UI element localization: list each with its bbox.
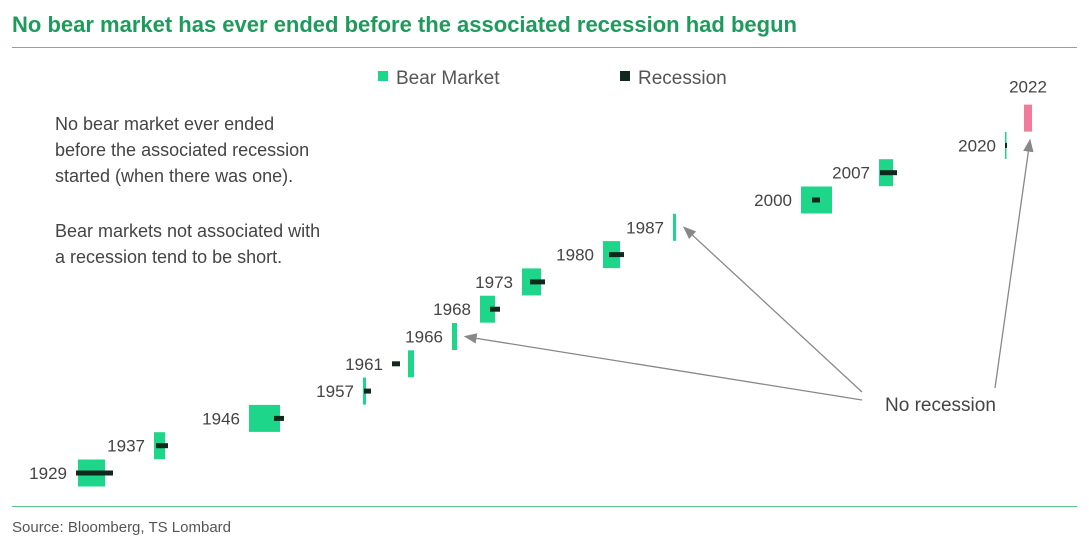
recession-bar-1980 — [609, 252, 624, 258]
episode-label: 1957 — [316, 382, 354, 401]
episode-label: 1929 — [29, 464, 67, 483]
bear-bar-1987 — [673, 213, 676, 241]
recession-bar-2020 — [1005, 142, 1007, 148]
recession-bar-1961 — [392, 361, 400, 367]
recession-bar-2000 — [812, 197, 820, 203]
episode-label: 1966 — [405, 328, 443, 347]
recession-bar-1946 — [274, 415, 284, 421]
episode-label: 2007 — [832, 164, 870, 183]
recession-bar-1929 — [76, 470, 113, 476]
note-line: Bear markets not associated with — [55, 221, 321, 241]
note-line: before the associated recession — [55, 140, 310, 160]
recession-bar-1957 — [364, 388, 371, 394]
note-line: started (when there was one). — [55, 166, 294, 186]
note-1: No bear market ever ended before the ass… — [55, 111, 309, 189]
recession-bar-2007 — [880, 170, 897, 176]
episode-label: 1968 — [433, 300, 471, 319]
episode-label: 2020 — [958, 136, 996, 155]
episode-label: 1946 — [202, 409, 240, 428]
recession-bar-1973 — [530, 279, 545, 285]
episode-label: 2000 — [754, 191, 792, 210]
note-line: No bear market ever ended — [55, 114, 275, 134]
episode-label: 1980 — [556, 246, 594, 265]
episode-label: 2022 — [1009, 78, 1047, 97]
annotation-no-recession: No recession — [885, 395, 996, 416]
episode-label: 1937 — [107, 437, 145, 456]
annotation-arrow-2022 — [994, 138, 1034, 389]
footer-rule — [12, 506, 1077, 507]
bear-bar-1961 — [408, 350, 414, 378]
source-note: Source: Bloomberg, TS Lombard — [12, 519, 232, 536]
legend-swatch-recession — [620, 71, 630, 81]
annotation-arrow-1987 — [683, 226, 863, 393]
annotation-arrow-1966 — [463, 333, 863, 401]
note-line: a recession tend to be short. — [55, 247, 283, 267]
legend-label: Bear Market — [396, 68, 500, 89]
episode-label: 1973 — [475, 273, 513, 292]
bear-bar-2022 — [1024, 104, 1032, 132]
legend-label: Recession — [638, 68, 727, 89]
recession-bar-1968 — [490, 306, 500, 312]
recession-bar-1937 — [156, 443, 168, 449]
legend-swatch-bear-market — [378, 71, 388, 81]
bear-bar-1968 — [480, 295, 495, 323]
episode-label: 1987 — [626, 218, 664, 237]
episode-label: 1961 — [345, 355, 383, 374]
bear-bar-1966 — [452, 323, 457, 350]
chart-title: No bear market has ever ended before the… — [12, 12, 797, 37]
note-2: Bear markets not associated with a reces… — [55, 218, 320, 270]
title-rule — [12, 47, 1077, 48]
